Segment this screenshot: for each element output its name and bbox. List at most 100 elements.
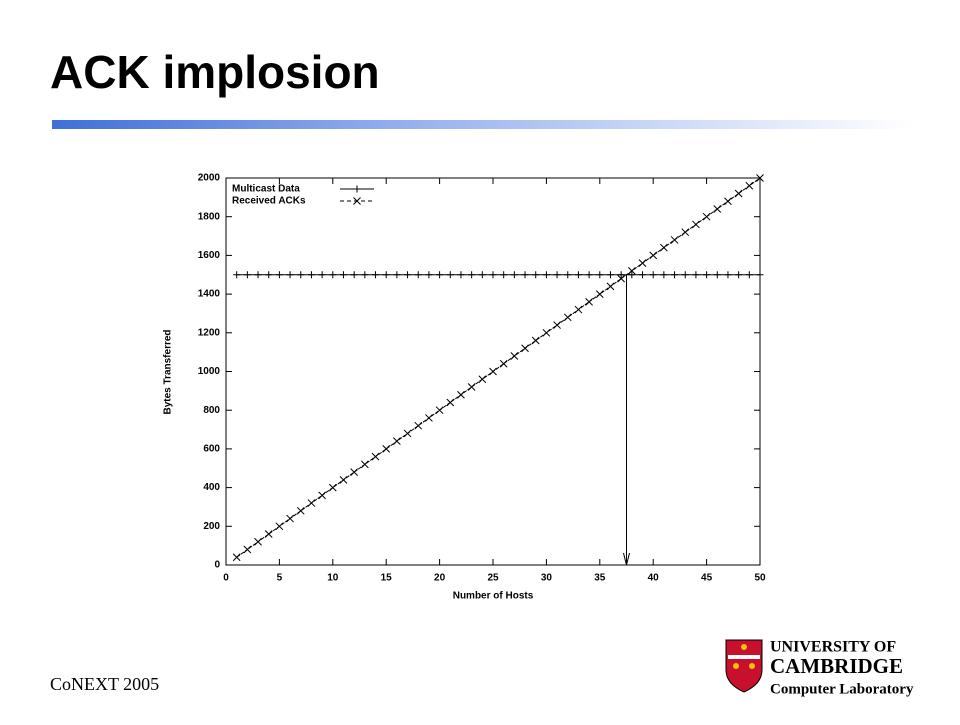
point xyxy=(275,271,283,279)
point xyxy=(339,476,348,484)
point xyxy=(595,290,604,298)
series-line xyxy=(236,177,761,558)
point xyxy=(393,271,401,279)
point xyxy=(286,514,294,523)
point xyxy=(702,212,711,221)
point xyxy=(425,271,433,279)
y-tick-label: 1400 xyxy=(198,289,221,300)
logo-line: Computer Laboratory xyxy=(770,681,914,697)
y-tick-label: 1600 xyxy=(198,250,221,261)
point xyxy=(350,468,359,476)
point xyxy=(542,271,550,279)
point xyxy=(521,344,529,353)
point xyxy=(734,189,743,198)
point xyxy=(318,491,326,500)
x-tick-label: 0 xyxy=(223,573,229,584)
point xyxy=(275,522,284,531)
point xyxy=(735,271,743,279)
point xyxy=(489,271,497,279)
point xyxy=(521,271,529,279)
title-rule xyxy=(52,120,912,129)
point xyxy=(745,271,753,279)
point xyxy=(265,271,273,279)
point xyxy=(435,406,444,415)
point xyxy=(489,367,497,376)
point xyxy=(307,271,315,279)
point xyxy=(243,545,252,554)
logo-band xyxy=(728,655,760,659)
point xyxy=(372,271,380,279)
point xyxy=(457,271,465,279)
arrow-head xyxy=(623,552,630,566)
x-tick-label: 25 xyxy=(487,573,499,584)
legend-marker xyxy=(353,185,361,193)
point xyxy=(606,282,615,291)
point xyxy=(478,375,487,384)
point xyxy=(563,313,572,322)
point xyxy=(446,398,455,407)
y-tick-label: 400 xyxy=(203,482,220,493)
y-tick-label: 800 xyxy=(203,405,220,416)
x-tick-label: 5 xyxy=(277,573,283,584)
point xyxy=(371,452,380,461)
point xyxy=(360,460,369,469)
point xyxy=(756,174,764,182)
point xyxy=(264,530,273,538)
x-tick-label: 15 xyxy=(381,573,393,584)
point xyxy=(724,271,732,279)
point xyxy=(596,271,604,279)
point xyxy=(692,271,700,279)
point xyxy=(756,271,764,279)
point xyxy=(649,251,658,260)
point xyxy=(318,271,326,279)
point xyxy=(574,305,583,314)
point xyxy=(436,271,444,279)
point xyxy=(339,271,347,279)
point xyxy=(532,271,540,279)
point xyxy=(713,271,721,279)
point xyxy=(745,181,754,190)
y-tick-label: 600 xyxy=(203,444,220,455)
point xyxy=(468,271,476,279)
point xyxy=(286,271,294,279)
point xyxy=(681,271,689,279)
logo-emblem xyxy=(741,644,747,650)
x-tick-label: 20 xyxy=(434,573,446,584)
point xyxy=(446,271,454,279)
y-tick-label: 1800 xyxy=(198,211,221,222)
x-tick-label: 45 xyxy=(701,573,713,584)
y-tick-label: 1200 xyxy=(198,327,221,338)
logo-line: CAMBRIDGE xyxy=(770,654,903,678)
point xyxy=(328,483,337,492)
point xyxy=(617,271,625,279)
point xyxy=(467,383,476,391)
point xyxy=(703,271,711,279)
point xyxy=(660,271,668,279)
y-tick-label: 0 xyxy=(214,560,220,571)
point xyxy=(628,271,636,279)
point xyxy=(627,267,636,275)
point xyxy=(670,236,679,244)
point xyxy=(713,205,722,213)
point xyxy=(382,271,390,279)
logo-emblem xyxy=(733,663,739,669)
point xyxy=(574,271,582,279)
point xyxy=(329,271,337,279)
point xyxy=(553,321,561,329)
legend-marker xyxy=(353,197,361,205)
point xyxy=(649,271,657,279)
point xyxy=(478,271,486,279)
point xyxy=(414,271,422,279)
legend-label: Received ACKs xyxy=(232,196,306,207)
point xyxy=(425,414,433,422)
point xyxy=(499,359,508,368)
point xyxy=(639,271,647,279)
logo-shield xyxy=(725,639,763,693)
logo: UNIVERSITY OF CAMBRIDGE Computer Laborat… xyxy=(725,639,914,697)
point xyxy=(297,271,305,279)
point xyxy=(457,390,465,399)
point xyxy=(531,336,540,345)
logo-emblem xyxy=(749,663,755,669)
